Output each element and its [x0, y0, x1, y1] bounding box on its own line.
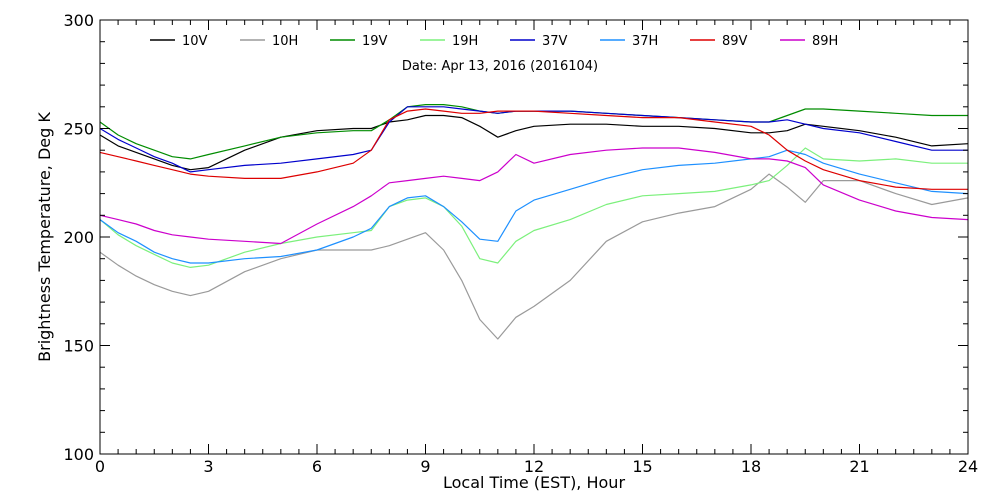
legend-label-89H: 89H	[812, 34, 838, 49]
x-tick-label: 21	[849, 457, 869, 476]
series-line-37V	[99, 106, 968, 173]
y-tick-label: 200	[63, 228, 94, 247]
y-axis-title: Brightness Temperature, Deg K	[35, 112, 54, 362]
series-line-89H	[99, 147, 969, 245]
y-tick-label: 300	[63, 11, 94, 30]
series-line-19V	[99, 104, 968, 160]
legend-label-10V: 10V	[182, 34, 208, 49]
legend-label-37V: 37V	[542, 34, 568, 49]
legend-label-10H: 10H	[272, 34, 298, 49]
x-tick-label: 6	[312, 457, 322, 476]
y-tick-label: 100	[63, 445, 94, 464]
legend: 10V 10H 19V 19H 37V 37H 89V 89H	[150, 34, 838, 49]
series-line-89V	[99, 108, 968, 190]
series-line-37H	[99, 149, 969, 264]
x-tick-label: 15	[632, 457, 652, 476]
legend-label-89V: 89V	[722, 34, 748, 49]
legend-label-19H: 19H	[452, 34, 478, 49]
x-tick-label: 0	[95, 457, 105, 476]
y-tick-label: 150	[63, 337, 94, 356]
chart-subtitle: Date: Apr 13, 2016 (2016104)	[402, 59, 598, 74]
legend-label-19V: 19V	[362, 34, 388, 49]
x-axis-title: Local Time (EST), Hour	[443, 473, 625, 492]
series-line-10H	[99, 173, 969, 340]
series-layer	[99, 104, 969, 340]
plot-frame	[99, 19, 969, 455]
x-tick-label: 9	[420, 457, 430, 476]
series-line-10V	[99, 114, 969, 171]
axis-layer: 0 3 6 9 12 15 18 21 24 100 150 200 250 300	[63, 11, 978, 476]
x-tick-label: 3	[203, 457, 213, 476]
x-tick-label: 12	[524, 457, 544, 476]
series-line-19H	[99, 147, 968, 268]
legend-label-37H: 37H	[632, 34, 658, 49]
x-tick-label: 18	[741, 457, 761, 476]
y-tick-label: 250	[63, 120, 94, 139]
x-tick-label: 24	[958, 457, 978, 476]
